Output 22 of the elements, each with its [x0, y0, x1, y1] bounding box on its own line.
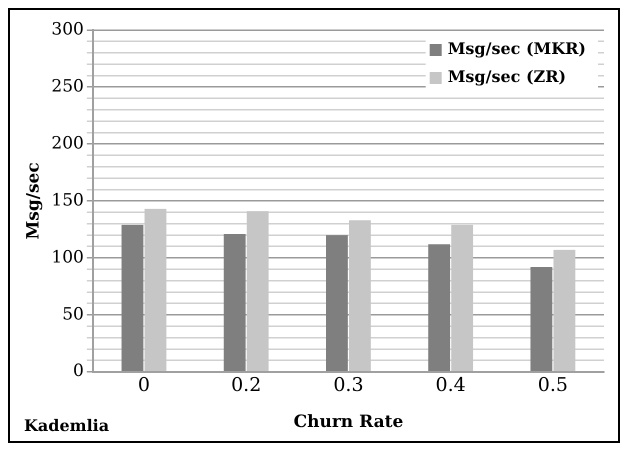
x-tick-label: 0.4 — [436, 374, 466, 396]
bar — [428, 244, 450, 372]
x-tick-label: 0.5 — [538, 374, 568, 396]
text: Kademlia — [24, 416, 110, 436]
y-tick-label: 50 — [62, 304, 84, 324]
legend-label: Msg/sec (MKR) — [448, 39, 586, 58]
y-tick-label: 250 — [51, 76, 84, 96]
y-tick-label: 300 — [51, 19, 84, 40]
legend-label: Msg/sec (ZR) — [448, 67, 566, 86]
y-tick-label: 200 — [51, 133, 84, 154]
y-tick-label: 150 — [51, 190, 84, 210]
x-axis-title: Churn Rate — [294, 412, 404, 432]
y-axis-title: Msg/sec — [24, 162, 44, 240]
bar — [224, 234, 246, 372]
x-tick-label: 0.2 — [231, 374, 262, 396]
x-tick-label: 0 — [138, 374, 150, 396]
y-tick-label: 100 — [51, 247, 84, 268]
bar — [530, 266, 552, 372]
x-tick-label: 0.3 — [333, 374, 364, 396]
bar — [326, 235, 348, 372]
y-tick-label: 0 — [73, 361, 84, 382]
bar — [122, 224, 144, 372]
